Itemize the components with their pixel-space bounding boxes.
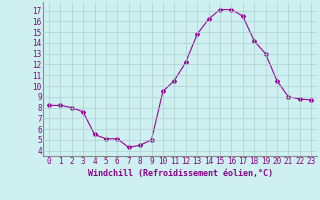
X-axis label: Windchill (Refroidissement éolien,°C): Windchill (Refroidissement éolien,°C) bbox=[87, 169, 273, 178]
